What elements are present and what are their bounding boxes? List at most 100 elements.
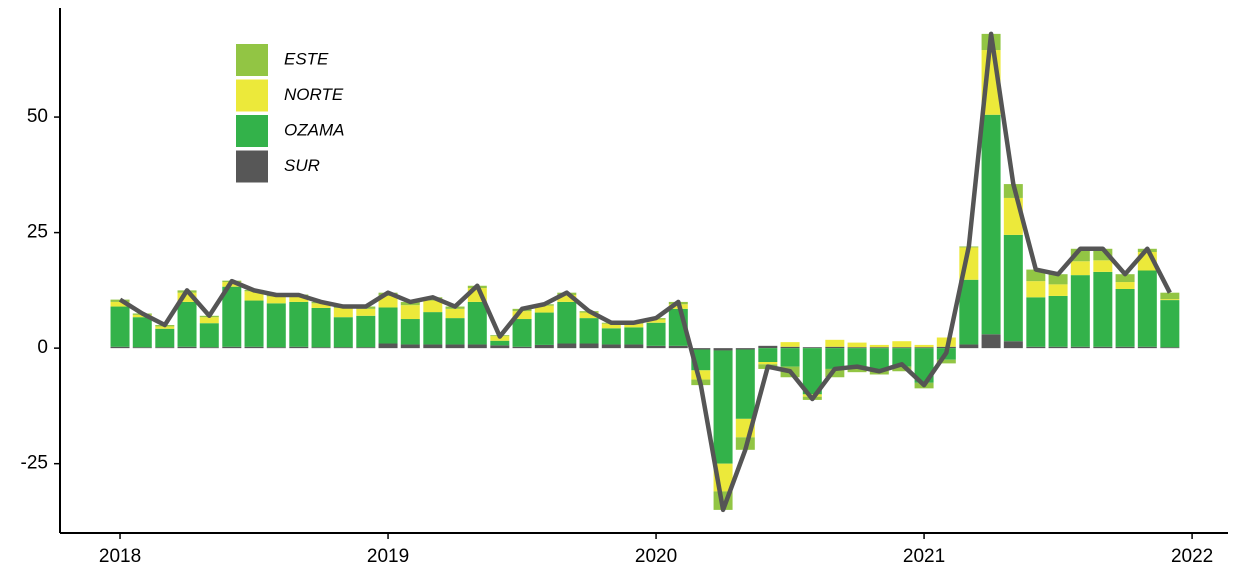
bar-segment [266,296,286,304]
bar-segment [646,345,666,349]
bar-segment [802,348,822,395]
bar-segment [713,348,733,351]
bar-segment [557,301,577,344]
bar-segment [534,305,554,313]
bar-segment [356,315,376,348]
bar-segment [601,344,621,349]
bar-segment [512,311,532,320]
bar-segment [400,344,420,349]
bar-segment [333,307,353,318]
bar-segment [981,114,1001,335]
bar-segment [869,348,889,371]
bar-segment [1026,346,1046,349]
legend-swatch [236,115,268,147]
bar-segment [1048,284,1068,296]
bar-segment [311,303,331,308]
bar-segment [579,318,599,344]
legend-label: OZAMA [284,120,344,139]
bar-segment [423,312,443,345]
x-tick-label: 2018 [99,546,141,567]
bar-segment [691,348,711,350]
total-line [118,31,1172,513]
bar-segment [534,344,554,349]
bar-segment [802,347,822,349]
bar-segment [266,347,286,349]
bar-segment [981,334,1001,349]
bar-segment [1026,269,1046,282]
bar-segment [713,350,733,464]
bar-segment [1048,346,1068,349]
bar-segment [959,279,979,345]
bar-segment [490,345,510,349]
bar-segment [199,347,219,349]
bar-segment [624,344,644,349]
bar-segment [892,341,912,348]
bar-segment [914,347,934,349]
bar-segment [624,323,644,328]
bar-segment [110,301,130,307]
bar-segment [1070,275,1090,347]
y-tick-label: 0 [37,337,48,358]
bar-segment [400,305,420,320]
y-tick-label: -25 [21,453,48,474]
bar-segment [892,348,912,367]
bar-segment [155,347,175,349]
bar-segment [847,348,867,367]
bar-segment [132,314,152,318]
legend-label: SUR [284,156,320,175]
bar-segment [735,348,755,350]
bar-segment [311,307,331,348]
bar-segment [847,342,867,348]
bar-segment [579,343,599,349]
bar-segment [758,345,778,349]
bar-segment [892,347,912,349]
legend-label: ESTE [284,49,329,68]
bar-segment [1160,347,1180,349]
bar-segment [1160,300,1180,348]
bar-segment [780,342,800,347]
bar-segment [445,318,465,345]
bar-segment [601,328,621,345]
bar-segment [512,346,532,349]
bar-segment [1115,274,1135,283]
bar-segment [199,317,219,324]
bar-segment [1003,341,1023,349]
bar-segment [110,346,130,349]
bar-segment [825,368,845,378]
bar-segment [1093,346,1113,349]
bar-segment [1115,346,1135,349]
bar-segment [1137,270,1157,347]
bar-segment [222,286,242,347]
bar-segment [222,346,242,349]
bar-segment [356,347,376,349]
bar-segment [1048,295,1068,347]
bar-segment [758,362,778,365]
bar-segment [356,308,376,316]
bar-segment [155,328,175,348]
bar-segment [110,306,130,347]
bar-segment [914,348,934,383]
x-tick-label: 2021 [903,546,945,567]
bar-segment [557,294,577,302]
bar-segment [199,323,219,348]
bar-segment [691,370,711,380]
bar-segment [244,300,264,347]
bar-segment [177,301,197,347]
bar-segment [289,295,309,302]
bar-segment [378,295,398,308]
bar-segment [1070,261,1090,276]
legend-swatch [236,150,268,183]
bar-segment [1003,234,1023,342]
bar-segment [914,344,934,348]
bar-segment [1137,346,1157,349]
bar-segment [534,312,554,345]
bar-segment [445,344,465,349]
x-tick-label: 2020 [635,546,677,567]
bar-segment [936,359,956,364]
bar-segment [378,343,398,349]
bar-segment [289,346,309,349]
bar-segment [155,326,175,329]
bar-segment [758,348,778,363]
bar-segment [646,319,666,323]
bar-segment [490,340,510,346]
